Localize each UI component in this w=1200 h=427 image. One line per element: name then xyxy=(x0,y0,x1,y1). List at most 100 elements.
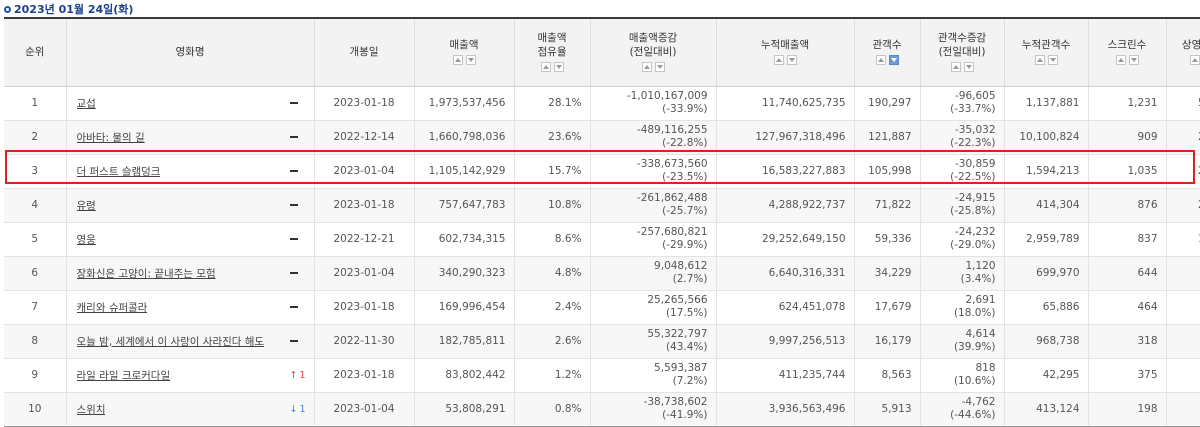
movie-title-link[interactable]: 장화신은 고양이: 끝내주는 모험 xyxy=(76,267,216,280)
rank-change-indicator xyxy=(289,204,308,206)
column-header-label: 관객수증감 xyxy=(937,32,987,45)
movie-title-link[interactable]: 유령 xyxy=(76,199,96,212)
column-header: 영화명 xyxy=(65,17,314,87)
sort-descending-button[interactable] xyxy=(553,62,564,73)
no-change-dash-icon xyxy=(289,204,298,206)
sort-ascending-button[interactable] xyxy=(875,55,886,66)
sort-ascending-button[interactable] xyxy=(540,62,551,73)
sort-ascending-button[interactable] xyxy=(950,62,961,73)
sort-ascending-button[interactable] xyxy=(773,55,784,66)
accumulated-sales-cell: 11,740,625,735 xyxy=(715,86,854,121)
sales-diff-cell: 5,593,387 (7.2%) xyxy=(589,358,716,393)
sales-diff-cell: 25,265,566 (17.5%) xyxy=(589,290,716,325)
audience-diff-cell: -4,762 (-44.6%) xyxy=(919,392,1004,427)
accumulated-audience-cell: 2,959,789 xyxy=(1003,222,1088,257)
title-wrap: 교섭 xyxy=(77,96,308,111)
sort-ascending-button[interactable] xyxy=(1115,55,1126,66)
audience-diff-cell-percent: (-29.0%) xyxy=(950,239,996,251)
column-header-label: 개봉일 xyxy=(349,46,379,59)
audience-diff-cell-percent: (-25.8%) xyxy=(950,205,996,217)
movie-title-link[interactable]: 더 퍼스트 슬램덩크 xyxy=(76,165,161,178)
movie-title-link[interactable]: 아바타: 물의 길 xyxy=(76,131,145,144)
column-header-label: 누적관객수 xyxy=(1021,39,1071,52)
sort-descending-button[interactable] xyxy=(1047,55,1058,66)
column-header: 매출액 점유율 xyxy=(513,17,590,87)
sort-descending-button[interactable] xyxy=(654,62,665,73)
arrow-down-icon: ↓ xyxy=(289,403,298,415)
accumulated-audience-cell: 414,304 xyxy=(1003,188,1088,223)
open-date-cell: 2022-11-30 xyxy=(313,324,414,359)
movie-title-link[interactable]: 라일 라일 크로커다일 xyxy=(76,369,171,382)
date-label: 2023년 01월 24일(화) xyxy=(14,3,134,16)
title-wrap: 아바타: 물의 길 xyxy=(77,130,308,145)
sort-controls xyxy=(950,62,974,73)
sort-ascending-button[interactable] xyxy=(641,62,652,73)
sales-diff-cell-percent: (17.5%) xyxy=(665,307,708,319)
title-cell: 더 퍼스트 슬램덩크 xyxy=(65,154,314,189)
movie-title-link[interactable]: 스위치 xyxy=(76,403,106,416)
accumulated-sales-cell: 411,235,744 xyxy=(715,358,854,393)
accumulated-audience-cell: 1,594,213 xyxy=(1003,154,1088,189)
share-cell: 10.8% xyxy=(513,188,590,223)
sort-ascending-button[interactable] xyxy=(1189,55,1200,66)
title-wrap: 영웅 xyxy=(77,232,308,247)
audience-diff-cell-value: -4,762 xyxy=(961,396,996,408)
open-date-cell: 2022-12-21 xyxy=(313,222,414,257)
sort-ascending-button[interactable] xyxy=(1034,55,1045,66)
open-date-cell: 2023-01-18 xyxy=(313,358,414,393)
sort-controls xyxy=(1034,55,1058,66)
sales-diff-cell-value: -261,862,488 xyxy=(636,192,708,204)
sales-diff-cell-value: 25,265,566 xyxy=(647,294,708,306)
audience-diff-cell-percent: (3.4%) xyxy=(960,273,996,285)
sales-diff-cell: -1,010,167,009 (-33.9%) xyxy=(589,86,716,121)
title-wrap: 장화신은 고양이: 끝내주는 모험 xyxy=(77,266,308,281)
sort-descending-button[interactable] xyxy=(1128,55,1139,66)
shows-cell: 5,390 xyxy=(1165,86,1200,121)
no-change-dash-icon xyxy=(289,170,298,172)
column-header: 순위 xyxy=(4,17,66,87)
movie-title-link[interactable]: 영웅 xyxy=(76,233,96,246)
audience-diff-cell-percent: (-44.6%) xyxy=(950,409,996,421)
title-cell: 교섭 xyxy=(65,86,314,121)
audience-diff-cell-value: -96,605 xyxy=(954,90,996,102)
shows-cell: 2,884 xyxy=(1165,154,1200,189)
sort-controls xyxy=(540,62,564,73)
accumulated-audience-cell: 42,295 xyxy=(1003,358,1088,393)
sales-diff-cell-percent: (-22.8%) xyxy=(662,137,708,149)
column-header-label: 스크린수 xyxy=(1107,39,1147,52)
sales-cell: 1,973,537,456 xyxy=(413,86,514,121)
column-header: 상영횟수 xyxy=(1165,17,1200,87)
sort-descending-button[interactable] xyxy=(888,55,899,66)
open-date-cell: 2023-01-18 xyxy=(313,86,414,121)
audience-diff-cell-value: -24,232 xyxy=(954,226,996,238)
rank-cell: 4 xyxy=(4,188,66,223)
title-wrap: 더 퍼스트 슬램덩크 xyxy=(77,164,308,179)
sales-diff-cell-percent: (-25.7%) xyxy=(662,205,708,217)
sales-diff-cell-value: -1,010,167,009 xyxy=(626,90,708,102)
sort-controls xyxy=(1189,55,1200,66)
column-header-label: (전일대비) xyxy=(938,46,986,59)
sort-controls xyxy=(452,55,476,66)
sales-diff-cell: -338,673,560 (-23.5%) xyxy=(589,154,716,189)
sort-descending-button[interactable] xyxy=(465,55,476,66)
movie-title-link[interactable]: 캐리와 슈퍼콜라 xyxy=(76,301,148,314)
rank-cell: 9 xyxy=(4,358,66,393)
accumulated-sales-cell: 127,967,318,496 xyxy=(715,120,854,155)
audience-diff-cell: -96,605 (-33.7%) xyxy=(919,86,1004,121)
sales-diff-cell-percent: (43.4%) xyxy=(665,341,708,353)
sort-descending-button[interactable] xyxy=(786,55,797,66)
accumulated-audience-cell: 699,970 xyxy=(1003,256,1088,291)
title-cell: 스위치 ↓ 1 xyxy=(65,392,314,427)
rank-cell: 6 xyxy=(4,256,66,291)
table-row: 4 유령 2023-01-18 757,647,783 10.8% -261,862,48… xyxy=(4,188,1200,223)
sort-descending-button[interactable] xyxy=(963,62,974,73)
sales-diff-cell-percent: (-29.9%) xyxy=(662,239,708,251)
sort-controls xyxy=(1115,55,1139,66)
sort-ascending-button[interactable] xyxy=(452,55,463,66)
screens-cell: 198 xyxy=(1087,392,1166,427)
table-row: 1 교섭 2023-01-18 1,973,537,456 28.1% -1,010,16… xyxy=(4,86,1200,121)
sales-diff-cell-value: -338,673,560 xyxy=(636,158,708,170)
movie-title-link[interactable]: 교섭 xyxy=(76,97,96,110)
column-header: 개봉일 xyxy=(313,17,414,87)
movie-title-link[interactable]: 오늘 밤, 세계에서 이 사랑이 사라진다 해도 xyxy=(76,335,265,348)
